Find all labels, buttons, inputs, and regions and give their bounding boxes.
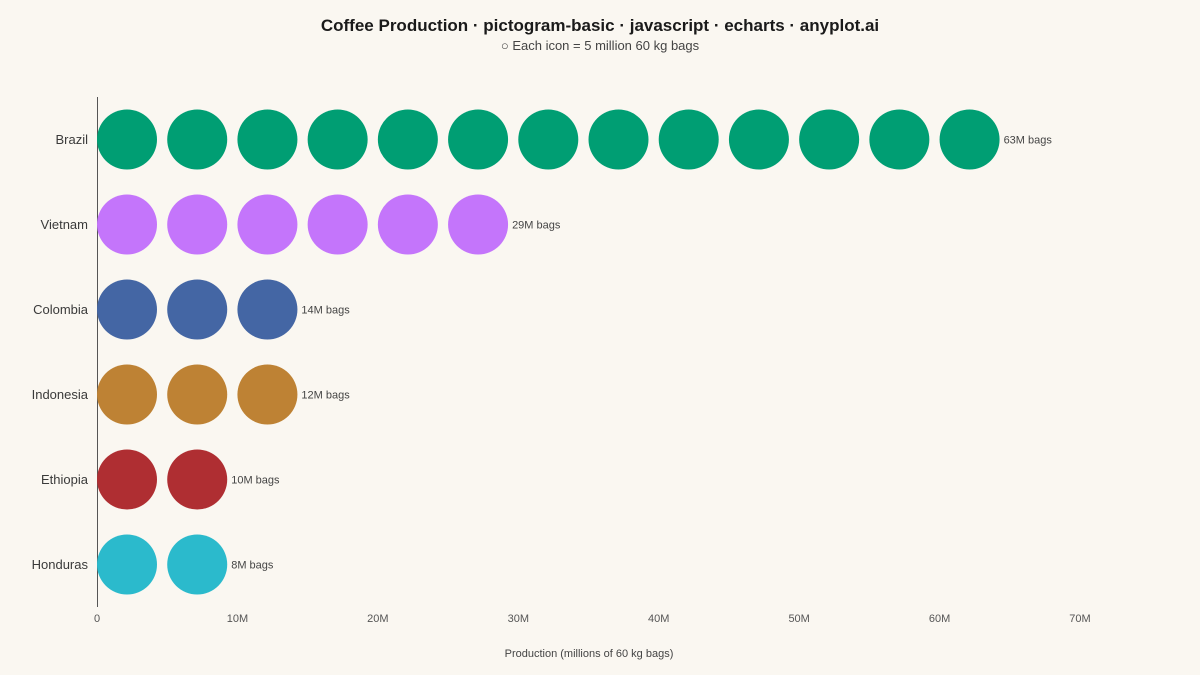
category-label-vietnam: Vietnam (41, 217, 88, 232)
data-label-ethiopia: 10M bags (231, 475, 280, 487)
icon-honduras-1[interactable] (97, 534, 157, 595)
icon-brazil-3[interactable] (237, 109, 298, 170)
data-label-brazil: 63M bags (1004, 135, 1053, 147)
x-axis-ticks: 0 10M 20M 30M 40M 50M 60M 70M (94, 613, 1091, 625)
x-tick-label-40: 40M (648, 613, 669, 625)
icon-indonesia-1[interactable] (97, 364, 157, 425)
x-tick-label-20: 20M (367, 613, 388, 625)
category-label-honduras: Honduras (32, 557, 89, 572)
icon-brazil-13[interactable] (939, 109, 1000, 170)
icon-brazil-8[interactable] (588, 109, 649, 170)
icon-honduras-2[interactable] (167, 534, 228, 595)
category-label-brazil: Brazil (55, 132, 88, 147)
category-label-colombia: Colombia (33, 302, 89, 317)
chart-subtitle: ○ Each icon = 5 million 60 kg bags (501, 38, 700, 53)
icon-brazil-4[interactable] (307, 109, 368, 170)
icon-vietnam-2[interactable] (167, 194, 228, 255)
icon-colombia-1[interactable] (97, 279, 157, 340)
x-tick-label-0: 0 (94, 613, 100, 625)
data-label-indonesia: 12M bags (301, 390, 350, 402)
icon-brazil-10[interactable] (728, 109, 789, 170)
icon-vietnam-4[interactable] (307, 194, 368, 255)
icon-ethiopia-1[interactable] (97, 449, 157, 510)
icon-brazil-1[interactable] (97, 109, 157, 170)
x-tick-label-10: 10M (227, 613, 248, 625)
marks-layer: Brazil 63M bags Vietnam 29M bags Colombia 14M… (32, 109, 1053, 595)
x-tick-label-70: 70M (1069, 613, 1090, 625)
icon-colombia-2[interactable] (167, 279, 228, 340)
icon-brazil-12[interactable] (869, 109, 930, 170)
x-axis-title: Production (millions of 60 kg bags) (505, 648, 674, 660)
x-tick-label-50: 50M (788, 613, 809, 625)
x-tick-label-60: 60M (929, 613, 950, 625)
category-label-ethiopia: Ethiopia (41, 472, 89, 487)
chart-title: Coffee Production · pictogram-basic · ja… (321, 16, 879, 35)
data-label-vietnam: 29M bags (512, 220, 561, 232)
icon-indonesia-2[interactable] (167, 364, 228, 425)
icon-brazil-6[interactable] (448, 109, 509, 170)
data-label-honduras: 8M bags (231, 560, 274, 572)
icon-brazil-11[interactable] (799, 109, 860, 170)
icon-vietnam-5[interactable] (377, 194, 438, 255)
icon-brazil-7[interactable] (518, 109, 579, 170)
category-label-indonesia: Indonesia (32, 387, 89, 402)
data-label-colombia: 14M bags (301, 305, 350, 317)
icon-indonesia-3[interactable] (237, 364, 298, 425)
icon-brazil-2[interactable] (167, 109, 228, 170)
icon-brazil-5[interactable] (377, 109, 438, 170)
icon-vietnam-1[interactable] (97, 194, 157, 255)
icon-ethiopia-2[interactable] (167, 449, 228, 510)
icon-vietnam-3[interactable] (237, 194, 298, 255)
x-tick-label-30: 30M (508, 613, 529, 625)
icon-vietnam-6[interactable] (448, 194, 509, 255)
icon-colombia-3[interactable] (237, 279, 298, 340)
icon-brazil-9[interactable] (658, 109, 719, 170)
